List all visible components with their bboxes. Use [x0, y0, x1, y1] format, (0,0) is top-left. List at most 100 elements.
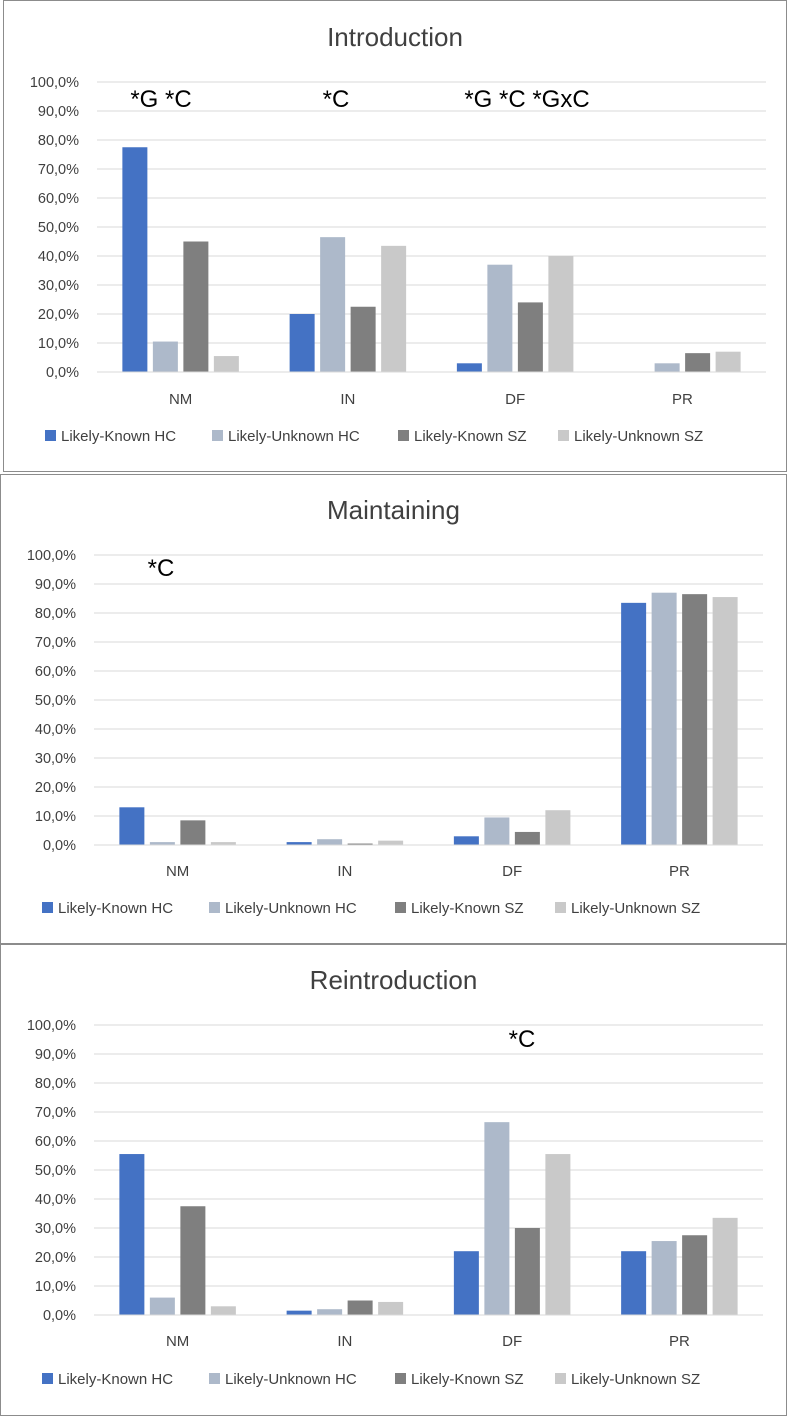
category-label-in: IN [337, 863, 352, 880]
category-label-df: DF [502, 863, 522, 880]
category-label-nm: NM [169, 391, 192, 408]
y-tick-label: 80,0% [35, 606, 76, 622]
y-tick-label: 40,0% [35, 1192, 76, 1208]
y-tick-label: 100,0% [27, 1018, 76, 1034]
significance-annotation: *C [148, 555, 175, 582]
y-tick-label: 10,0% [35, 809, 76, 825]
significance-annotation: *G *C *GxC [464, 86, 589, 113]
y-tick-label: 70,0% [35, 635, 76, 651]
chart-title: Maintaining [327, 495, 460, 525]
bar-unknown-sz-df [545, 810, 571, 845]
bar-known-hc-nm [119, 1154, 145, 1315]
chart-reintroduction: Reintroduction 0,0% 10,0% 20,0% 30,0% 40,0% 50… [27, 965, 763, 1388]
legend-label-known-hc: Likely-Known HC [58, 900, 173, 917]
y-tick-label: 90,0% [35, 577, 76, 593]
category-label-nm: NM [166, 863, 189, 880]
bar-unknown-sz-pr [712, 1217, 738, 1315]
legend-label-known-sz: Likely-Known SZ [411, 900, 524, 917]
y-tick-label: 100,0% [27, 548, 76, 564]
bar-known-hc-pr [621, 1251, 647, 1315]
legend-label-unknown-sz: Likely-Unknown SZ [571, 900, 700, 917]
category-label-df: DF [502, 1333, 522, 1350]
y-tick-label: 0,0% [43, 838, 76, 854]
bar-unknown-sz-nm [210, 1306, 236, 1315]
bar-unknown-sz-in [381, 245, 407, 372]
bar-unknown-hc-in [317, 839, 343, 845]
bar-unknown-hc-pr [651, 592, 677, 845]
category-label-pr: PR [669, 1333, 690, 1350]
legend-label-unknown-hc: Likely-Unknown HC [228, 428, 360, 445]
bar-unknown-sz-in [378, 1301, 404, 1315]
bar-known-hc-in [286, 842, 312, 845]
category-label-nm: NM [166, 1333, 189, 1350]
y-tick-label: 30,0% [35, 1221, 76, 1237]
bar-known-hc-in [289, 314, 315, 372]
chart-title: Introduction [327, 22, 463, 52]
bar-known-hc-df [453, 836, 479, 845]
bar-known-sz-pr [682, 1235, 708, 1315]
y-tick-label: 50,0% [35, 1163, 76, 1179]
y-tick-label: 50,0% [38, 220, 79, 236]
bar-known-sz-df [514, 1228, 540, 1315]
legend-label-unknown-hc: Likely-Unknown HC [225, 1371, 357, 1388]
y-tick-label: 30,0% [38, 278, 79, 294]
legend-label-unknown-hc: Likely-Unknown HC [225, 900, 357, 917]
significance-annotation: *C [323, 86, 350, 113]
y-tick-label: 60,0% [35, 1134, 76, 1150]
bar-unknown-sz-pr [712, 597, 738, 845]
chart-panel-reintroduction: Reintroduction 0,0% 10,0% 20,0% 30,0% 40,0% 50… [0, 944, 787, 1416]
bar-known-sz-pr [682, 594, 708, 845]
bar-known-sz-in [347, 1300, 373, 1315]
legend-swatch-unknown-sz [558, 430, 569, 441]
category-label-pr: PR [672, 391, 693, 408]
legend-swatch-unknown-sz [555, 902, 566, 913]
significance-annotation: *G *C [130, 86, 191, 113]
legend-swatch-unknown-hc [209, 1373, 220, 1384]
bar-unknown-hc-df [484, 817, 510, 845]
legend-swatch-known-sz [398, 430, 409, 441]
legend-swatch-unknown-hc [209, 902, 220, 913]
bar-known-sz-nm [180, 1206, 206, 1315]
bar-unknown-hc-in [317, 1309, 343, 1315]
chart-maintaining: Maintaining 0,0% 10,0% 20,0% 30,0% 40,0% 50,0%… [27, 495, 763, 917]
bar-known-sz-pr [685, 353, 711, 372]
bar-unknown-hc-pr [651, 1241, 677, 1315]
significance-annotation: *C [509, 1026, 536, 1053]
bar-unknown-hc-nm [149, 1297, 175, 1315]
bar-known-hc-nm [122, 147, 148, 372]
y-tick-label: 10,0% [38, 336, 79, 352]
bar-unknown-sz-pr [715, 351, 741, 372]
y-tick-label: 80,0% [38, 133, 79, 149]
y-tick-label: 20,0% [35, 780, 76, 796]
bar-unknown-hc-pr [654, 363, 680, 372]
chart-title: Reintroduction [310, 965, 478, 995]
y-tick-label: 70,0% [38, 162, 79, 178]
legend-label-known-hc: Likely-Known HC [61, 428, 176, 445]
bar-known-hc-in [286, 1310, 312, 1315]
bar-unknown-sz-in [378, 840, 404, 845]
bar-unknown-sz-nm [213, 356, 239, 372]
legend-swatch-known-hc [42, 1373, 53, 1384]
y-tick-label: 80,0% [35, 1076, 76, 1092]
y-tick-label: 10,0% [35, 1279, 76, 1295]
bar-known-hc-nm [119, 807, 145, 845]
bar-known-hc-pr [621, 602, 647, 845]
y-tick-label: 40,0% [35, 722, 76, 738]
legend-swatch-unknown-sz [555, 1373, 566, 1384]
bar-unknown-sz-df [548, 256, 574, 372]
legend-swatch-known-sz [395, 902, 406, 913]
legend-label-known-hc: Likely-Known HC [58, 1371, 173, 1388]
bar-known-sz-in [347, 843, 373, 845]
category-label-pr: PR [669, 863, 690, 880]
chart-panel-maintaining: Maintaining 0,0% 10,0% 20,0% 30,0% 40,0% 50,0%… [0, 474, 787, 944]
legend-label-unknown-sz: Likely-Unknown SZ [574, 428, 703, 445]
bar-known-sz-in [350, 306, 376, 372]
chart-panel-introduction: Introduction 0,0% 10,0% 20,0% 30,0% 40,0% 50,0… [3, 0, 787, 472]
legend-label-known-sz: Likely-Known SZ [414, 428, 527, 445]
y-tick-label: 40,0% [38, 249, 79, 265]
bar-unknown-hc-df [487, 264, 513, 372]
legend-swatch-known-sz [395, 1373, 406, 1384]
y-tick-label: 70,0% [35, 1105, 76, 1121]
bar-known-sz-df [514, 831, 540, 845]
bar-unknown-hc-in [320, 237, 346, 372]
